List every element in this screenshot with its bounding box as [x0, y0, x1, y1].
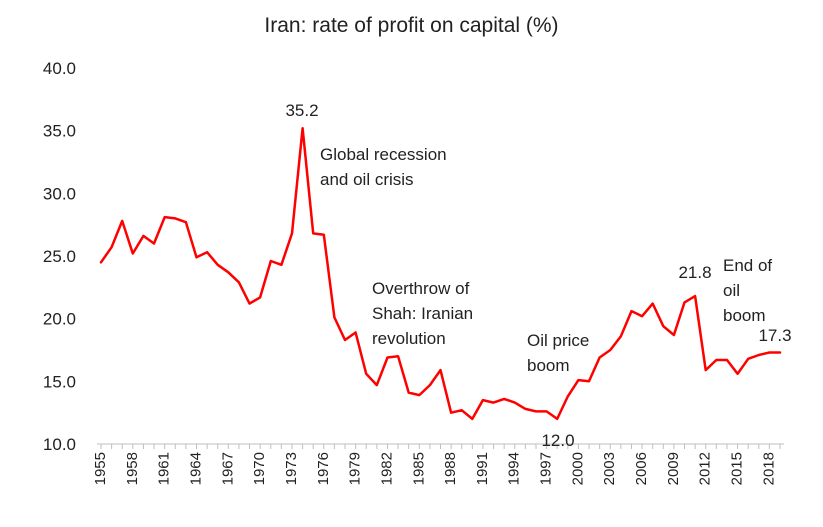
y-tick-label: 40.0 — [43, 59, 76, 78]
y-axis: 10.0 15.0 20.0 25.0 30.0 35.0 40.0 — [43, 59, 76, 454]
x-tick-label: 1961 — [156, 452, 173, 485]
annotation-label: 35.2 — [285, 101, 318, 120]
x-axis: 1955 1958 1961 1964 1967 1970 1973 1976 1979 1982… — [92, 443, 784, 485]
x-tick-label: 1955 — [92, 452, 109, 485]
annotation-label: End of — [723, 256, 772, 275]
x-tick-label: 1964 — [187, 452, 204, 485]
annotation-label: revolution — [372, 329, 446, 348]
annotation-label: Shah: Iranian — [372, 304, 473, 323]
x-tick-label: 1979 — [347, 452, 364, 485]
y-tick-label: 30.0 — [43, 184, 76, 203]
chart-title: Iran: rate of profit on capital (%) — [264, 14, 559, 37]
series-layer — [99, 126, 782, 421]
x-tick-label: 1976 — [315, 452, 332, 485]
x-tick-label: 1985 — [410, 452, 427, 485]
x-tick-label: 1994 — [506, 452, 523, 485]
annotation-label: boom — [723, 306, 766, 325]
x-tick-label: 2006 — [633, 452, 650, 485]
x-tick-label: 1988 — [442, 452, 459, 485]
x-tick-label: 1958 — [124, 452, 141, 485]
x-tick-label: 1997 — [538, 452, 555, 485]
y-tick-label: 35.0 — [43, 122, 76, 141]
annotation-label: oil — [723, 281, 740, 300]
annotation-layer: 35.2 Global recession and oil crisis Overth… — [285, 101, 791, 450]
x-tick-label: 2015 — [729, 452, 746, 485]
annotation-label: 21.8 — [678, 263, 711, 282]
y-tick-label: 15.0 — [43, 372, 76, 391]
annotation-label: boom — [527, 356, 570, 375]
x-tick-label: 1991 — [474, 452, 491, 485]
x-tick-label: 1970 — [251, 452, 268, 485]
x-tick-label: 1982 — [378, 452, 395, 485]
annotation-label: Overthrow of — [372, 279, 470, 298]
annotation-label: 12.0 — [541, 431, 574, 450]
x-tick-label: 2012 — [697, 452, 714, 485]
x-tick-label: 2000 — [569, 452, 586, 485]
x-tick-label: 2009 — [665, 452, 682, 485]
y-tick-label: 25.0 — [43, 247, 76, 266]
y-tick-label: 10.0 — [43, 435, 76, 454]
annotation-label: and oil crisis — [320, 170, 414, 189]
x-tick-label: 1973 — [283, 452, 300, 485]
annotation-label: Oil price — [527, 331, 589, 350]
x-tick-label: 2018 — [760, 452, 777, 485]
x-tick-label: 2003 — [601, 452, 618, 485]
annotation-label: 17.3 — [758, 326, 791, 345]
annotation-label: Global recession — [320, 145, 447, 164]
x-tick-label: 1967 — [219, 452, 236, 485]
y-tick-label: 20.0 — [43, 310, 76, 329]
series-line — [99, 126, 782, 421]
